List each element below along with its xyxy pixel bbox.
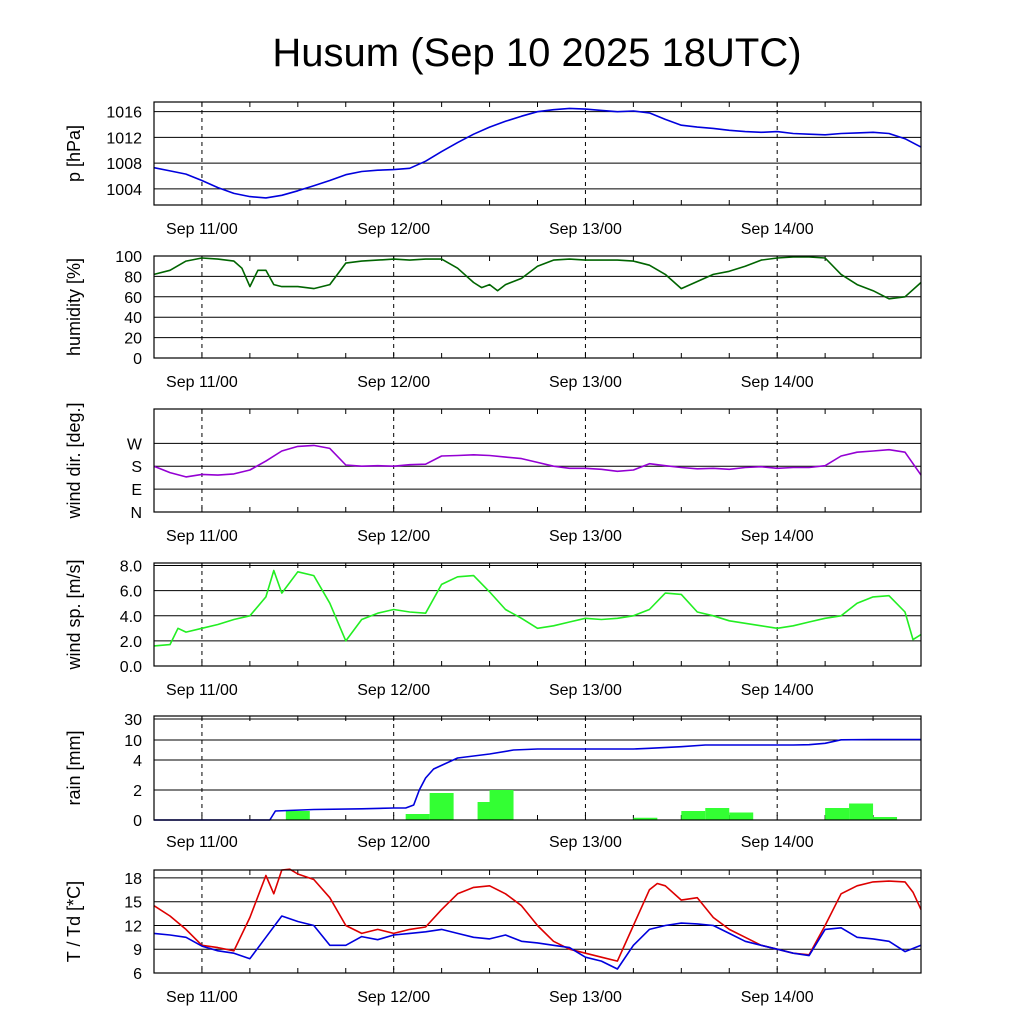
rain-bar [489,790,514,820]
y-tick-label: E [131,482,142,499]
x-tick-label: Sep 14/00 [741,989,814,1006]
y-axis-label: T / Td [*C] [64,881,84,962]
panel-pressure: 1004 1008 1012 1016 Sep 11/00 Sep 12/00 Sep 13… [64,101,922,238]
y-tick-label: 1008 [106,156,142,173]
panel-wind_speed: 0.0 2.0 4.0 6.0 8.0 Sep 11/00 Sep 12/00 Sep 13/… [64,559,922,699]
series-line-temperature-1 [153,915,922,970]
y-axis-label: wind sp. [m/s] [64,559,84,670]
plot-frame [153,408,922,513]
x-tick-label: Sep 12/00 [357,528,430,545]
y-tick-label: 4.0 [120,609,142,626]
y-axis-label: p [hPa] [64,125,84,182]
x-tick-label: Sep 11/00 [166,374,238,391]
x-tick-label: Sep 14/00 [741,834,814,851]
y-tick-label: 2 [133,783,142,800]
rain-bar [705,808,730,820]
rain-bar [849,803,874,820]
rain-bar [285,811,310,820]
x-tick-label: Sep 12/00 [357,834,430,851]
x-tick-label: Sep 13/00 [549,989,622,1006]
plot-frame [153,255,922,359]
y-tick-label: 15 [124,895,142,912]
rain-bar [405,814,430,820]
series-line-humidity [153,256,922,300]
panel-humidity: 0 20 40 60 80 100 Sep 11/00 Sep 12/00 Sep 13/00 S… [64,249,922,391]
y-tick-label: 8.0 [120,559,142,576]
x-tick-label: Sep 14/00 [741,221,814,238]
y-tick-label: 2.0 [120,634,142,651]
rain-bar [825,808,850,820]
x-tick-label: Sep 11/00 [166,221,238,238]
y-tick-label: 10 [124,733,142,750]
y-tick-label: 0.0 [120,659,142,676]
y-tick-label: 20 [124,331,142,348]
x-tick-label: Sep 11/00 [166,989,238,1006]
x-tick-label: Sep 12/00 [357,221,430,238]
x-tick-label: Sep 14/00 [741,374,814,391]
y-tick-label: N [130,505,142,522]
plot-frame [153,101,922,206]
x-tick-label: Sep 12/00 [357,989,430,1006]
y-tick-label: 0 [133,351,142,368]
plot-frame [153,562,922,667]
panel-temperature: 6 9 12 15 18 Sep 11/00 Sep 12/00 Sep 13/00 Sep 1… [64,868,922,1006]
series-line-temperature-0 [153,868,922,962]
rain-bar [429,793,454,820]
y-tick-label: 1016 [106,105,142,122]
rain-bar [681,811,706,820]
y-tick-label: 60 [124,290,142,307]
y-axis-label: humidity [%] [64,258,84,356]
y-tick-label: W [127,436,143,453]
x-tick-label: Sep 14/00 [741,528,814,545]
x-tick-label: Sep 13/00 [549,374,622,391]
y-tick-label: 12 [124,918,142,935]
x-tick-label: Sep 13/00 [549,528,622,545]
x-tick-label: Sep 11/00 [166,682,238,699]
x-tick-label: Sep 11/00 [166,834,238,851]
x-tick-label: Sep 12/00 [357,374,430,391]
x-tick-label: Sep 13/00 [549,682,622,699]
x-tick-label: Sep 13/00 [549,221,622,238]
series-line-pressure [153,107,922,199]
rain-bar [729,812,754,820]
rain-bar [873,817,898,820]
y-tick-label: 4 [133,753,142,770]
plot-frame [153,869,922,974]
chart-title: Husum (Sep 10 2025 18UTC) [272,31,801,75]
y-tick-label: 100 [115,249,142,266]
x-tick-label: Sep 14/00 [741,682,814,699]
rain-bar [633,817,658,820]
y-tick-label: 6.0 [120,584,142,601]
y-axis-label: wind dir. [deg.] [64,402,84,519]
y-axis-label: rain [mm] [64,730,84,805]
x-tick-label: Sep 11/00 [166,528,238,545]
y-tick-label: S [131,459,142,476]
x-tick-label: Sep 12/00 [357,682,430,699]
panel-rain: 0 2 4 10 30 Sep 11/00 Sep 12/00 Sep 13/00 Sep 14… [64,712,922,851]
y-tick-label: 18 [124,871,142,888]
series-line-wind_dir [153,444,922,478]
y-tick-label: 1012 [106,130,142,147]
y-tick-label: 0 [133,813,142,830]
y-tick-label: 9 [133,942,142,959]
x-tick-label: Sep 13/00 [549,834,622,851]
y-tick-label: 80 [124,269,142,286]
y-tick-label: 1004 [106,182,142,199]
series-line-rain [154,738,921,821]
series-line-wind_speed [153,569,922,647]
y-tick-label: 30 [124,712,142,729]
plot-frame [153,715,922,821]
y-tick-label: 40 [124,310,142,327]
y-tick-label: 6 [133,966,142,983]
